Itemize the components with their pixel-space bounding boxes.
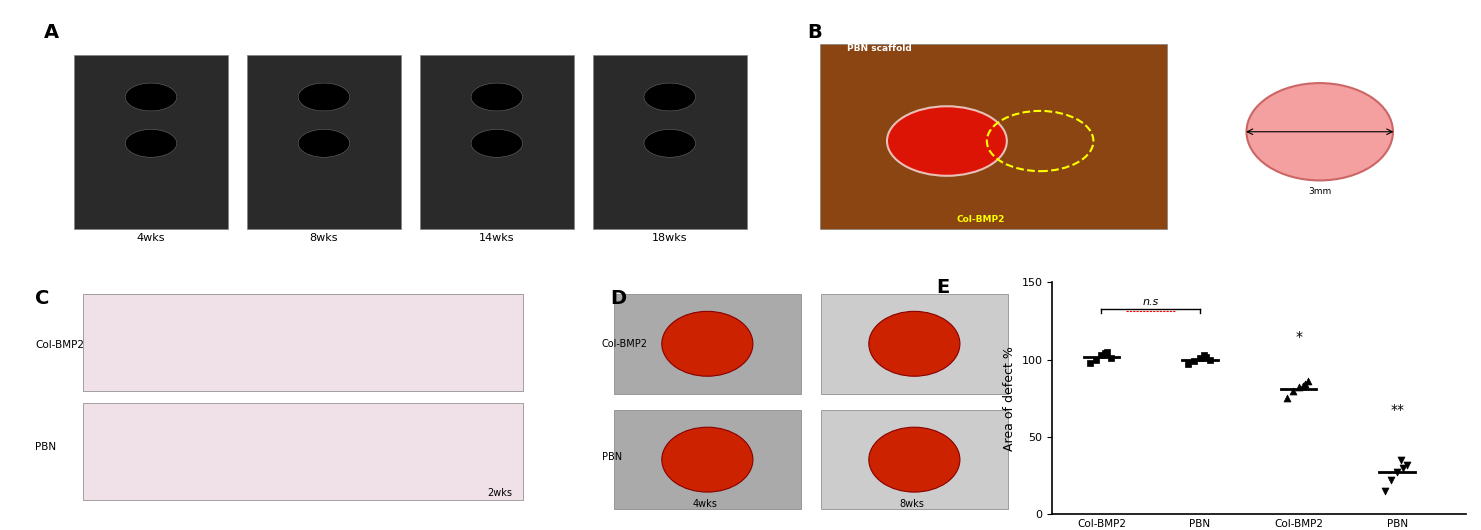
Text: E: E [936,278,949,297]
Text: *: * [1294,330,1302,344]
Point [1090,351,1114,359]
Point [1379,476,1403,484]
Point [1395,461,1419,469]
Text: n.s: n.s [1143,297,1158,307]
Text: PBN: PBN [36,442,56,452]
Point [1099,354,1123,363]
Point [1093,349,1117,358]
Bar [83,294,523,391]
Ellipse shape [869,427,960,492]
Ellipse shape [298,83,350,111]
Text: 4wks: 4wks [136,233,166,243]
Ellipse shape [1247,83,1394,180]
Text: **: ** [1391,403,1404,417]
Text: 8wks: 8wks [310,233,338,243]
Point [1084,356,1108,364]
Point [1293,380,1317,388]
Point [1192,351,1216,359]
Point [1194,352,1217,361]
Text: Col-BMP2: Col-BMP2 [601,339,647,349]
Bar [74,55,228,229]
Y-axis label: Area of defect %: Area of defect % [1003,346,1016,450]
Bar [83,403,523,500]
Point [1096,348,1120,356]
Text: 3mm: 3mm [1308,188,1331,197]
Point [1188,354,1211,363]
Ellipse shape [644,129,696,157]
Ellipse shape [644,83,696,111]
Text: 18wks: 18wks [652,233,687,243]
Point [1198,356,1222,364]
Ellipse shape [471,129,523,157]
Text: 14wks: 14wks [480,233,514,243]
Text: C: C [36,289,49,308]
Ellipse shape [126,129,176,157]
Bar [820,43,1167,229]
Bar [820,294,1007,394]
Point [1391,464,1414,472]
Text: 8wks: 8wks [900,499,924,509]
Point [1176,360,1200,368]
Text: D: D [610,289,626,308]
Point [1281,386,1305,395]
Bar [615,410,801,509]
Point [1078,358,1102,367]
Text: 2wks: 2wks [487,488,512,498]
Ellipse shape [126,83,176,111]
Point [1182,357,1206,365]
Text: A: A [44,23,59,42]
Point [1291,382,1315,390]
Ellipse shape [869,311,960,376]
Ellipse shape [471,83,523,111]
Text: PBN scaffold: PBN scaffold [847,43,912,52]
Text: B: B [807,23,822,42]
Text: Col-BMP2: Col-BMP2 [36,340,84,350]
Bar [820,410,1007,509]
Text: Col-BMP2: Col-BMP2 [957,216,1004,224]
Point [1287,383,1311,392]
Point [1275,394,1299,402]
Bar [592,55,746,229]
Bar [615,294,801,394]
Point [1297,377,1321,385]
Ellipse shape [662,311,752,376]
Point [1373,487,1397,495]
Bar [247,55,401,229]
Text: 4wks: 4wks [693,499,718,509]
Ellipse shape [887,107,1007,176]
Bar [419,55,575,229]
Ellipse shape [298,129,350,157]
Ellipse shape [662,427,752,492]
Point [1385,468,1408,476]
Point [1389,456,1413,464]
Text: PBN: PBN [601,452,622,462]
